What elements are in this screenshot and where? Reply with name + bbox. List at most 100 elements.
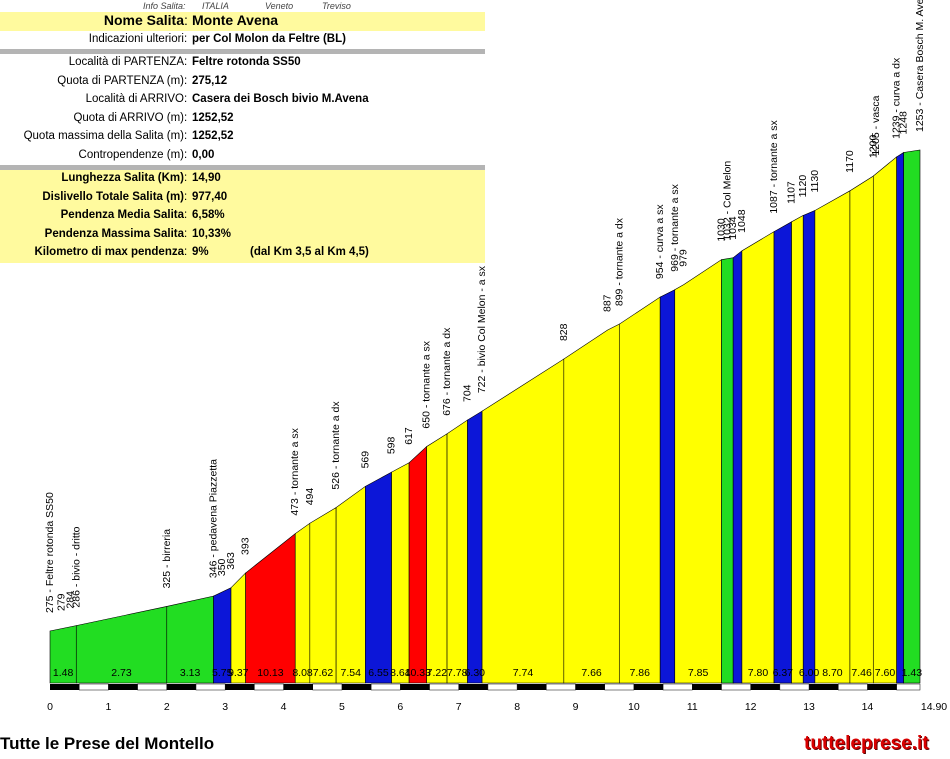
altitude-annotation: 1248 [898, 111, 910, 135]
segment-area [446, 419, 468, 684]
altitude-annotation: 275 - Feltre rotonda SS50 [44, 492, 56, 613]
info-row-value: 275,12 [192, 74, 228, 87]
brand-logo: Tutte le Prese del Montello [0, 734, 215, 753]
altitude-annotation: 286 - bivio - dritto [70, 526, 82, 607]
segment-area [426, 433, 448, 684]
altitude-annotation: 979 [678, 249, 690, 267]
km-bar-dark [283, 684, 313, 690]
km-bar-dark [750, 684, 780, 690]
altitude-annotation: 350 [216, 558, 228, 576]
gradient-label: 5.75 [212, 667, 233, 679]
info-row-value: per Col Molon da Feltre (BL) [192, 32, 346, 45]
info-row-label: Contropendenze (m) [78, 148, 184, 161]
altitude-annotation: 1205 - vasca [870, 95, 882, 155]
info-row-value: Casera dei Bosch bivio M.Avena [192, 93, 369, 105]
x-tick-label: 3 [222, 701, 228, 713]
segment-area [791, 214, 804, 684]
segment-area [659, 289, 676, 684]
segment-area [773, 221, 792, 684]
altitude-annotation: 1170 [844, 150, 856, 173]
info-row-value: 6,58% [192, 209, 225, 221]
info-row: Pendenza Massima Salita:10,33% [0, 225, 485, 244]
gradient-label: 6.00 [799, 667, 820, 679]
info-row: Pendenza Media Salita:6,58% [0, 207, 485, 226]
altitude-annotation: 279 [56, 593, 68, 611]
km-bar-light [604, 683, 635, 691]
gradient-label: 7.54 [340, 667, 361, 679]
altitude-annotation: 704 [461, 384, 473, 402]
segment-area [481, 358, 565, 684]
info-row-label: Pendenza Massima Salita [44, 227, 184, 240]
meta-province: Treviso [322, 1, 351, 11]
info-row-label: Quota di ARRIVO (m) [73, 111, 184, 124]
segment-area [245, 532, 296, 684]
altitude-annotation: 722 - bivio Col Melon - a sx [476, 265, 488, 393]
info-row: Contropendenze (m):0,00 [78, 148, 215, 161]
x-tick-label: 14 [862, 701, 874, 713]
gradient-label: 7.66 [581, 667, 602, 679]
section-divider [0, 49, 485, 54]
info-row-value: 9% [192, 246, 209, 258]
meta-country: ITALIA [202, 1, 229, 11]
x-tick-label: 14.90 [921, 701, 947, 713]
km-bar-dark [225, 684, 255, 690]
x-tick-label: 9 [573, 701, 579, 713]
info-row-value: 0,00 [192, 148, 215, 161]
altitude-annotation: 1200 [867, 135, 879, 159]
x-tick-label: 13 [803, 701, 815, 713]
km-bar-dark [50, 684, 80, 690]
altitude-annotation: 1048 [736, 209, 748, 233]
gradient-label: 8.70 [822, 667, 843, 679]
km-bar-dark [809, 684, 839, 690]
segment-area [618, 296, 661, 684]
altitude-annotation: 494 [304, 488, 316, 506]
altitude-annotation: 598 [386, 436, 398, 454]
segment-area [903, 149, 921, 684]
segment-area [896, 151, 904, 684]
info-row: Quota di PARTENZA (m):275,12 [57, 74, 228, 87]
km-bar-light [838, 683, 868, 691]
info-row-label: Località di PARTENZA [68, 56, 184, 68]
x-tick-label: 5 [339, 701, 345, 713]
x-tick-label: 12 [745, 701, 757, 713]
km-bar-dark [692, 684, 722, 690]
km-bar-dark [400, 684, 430, 690]
info-row-label: Kilometro di max pendenza [34, 246, 184, 258]
info-group-b: Località di PARTENZA: Feltre rotonda SS50… [0, 54, 485, 165]
gradient-label: 1.43 [902, 667, 923, 679]
x-tick-label: 6 [397, 701, 403, 713]
km-bar-dark [575, 684, 605, 690]
segment-area [872, 156, 897, 684]
info-row-extra: (dal Km 3,5 al Km 4,5) [250, 246, 369, 258]
segment-area [408, 445, 427, 684]
altitude-annotation: 569 [359, 451, 371, 469]
info-group-a: Indicazioni ulteriori: per Col Molon da F… [0, 31, 485, 50]
site-link[interactable]: tutteleprese.it [804, 733, 929, 754]
meta-label: Info Salita: [143, 1, 186, 11]
km-bar-light [779, 683, 810, 691]
climb-name-value: Monte Avena [192, 12, 279, 28]
info-row: Kilometro di max pendenza:9% (dal Km 3,5 … [0, 244, 485, 263]
info-row-label: Località di ARRIVO [85, 93, 184, 105]
gradient-label: 3.13 [180, 667, 201, 679]
segment-area [802, 210, 816, 684]
km-bar-dark [341, 684, 372, 690]
segment-area [309, 507, 337, 684]
km-bar-light [370, 683, 401, 691]
altitude-annotation: 617 [403, 427, 415, 445]
segment-area [563, 323, 620, 684]
km-bar-light [721, 683, 751, 691]
km-bar-light [78, 683, 109, 691]
info-row: Località di PARTENZA: Feltre rotonda SS50 [68, 56, 301, 68]
altitude-annotation: 1120 [797, 175, 809, 198]
altitude-annotation: 346 - pedavena Piazzetta [207, 459, 219, 578]
info-row: Quota massima della Salita (m):1252,52 [23, 130, 234, 142]
km-bar-dark [517, 684, 547, 690]
climb-name-label: Nome Salita [103, 12, 184, 28]
gradient-label: 7.86 [630, 667, 651, 679]
gradient-label: 1.48 [53, 667, 74, 679]
altitude-annotation: 526 - tornante a dx [330, 401, 342, 490]
altitude-annotation: 828 [558, 323, 570, 341]
info-row-label: Quota massima della Salita (m) [23, 130, 184, 142]
